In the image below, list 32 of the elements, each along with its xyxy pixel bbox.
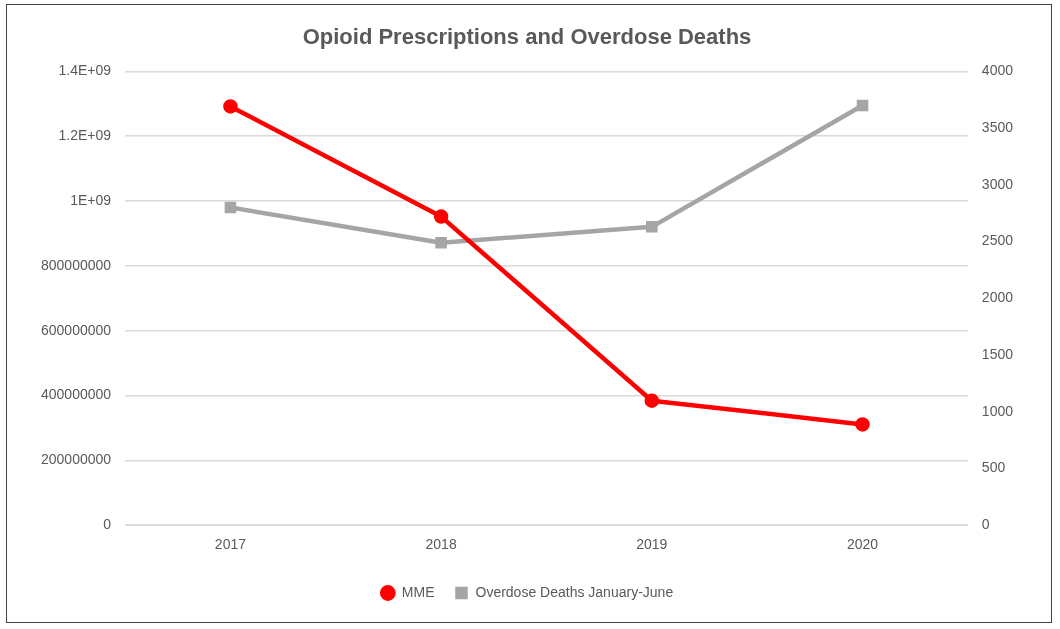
x-tick-label: 2018 xyxy=(425,536,457,553)
y-tick-label: 800000000 xyxy=(41,256,112,273)
y-tick-label: 1E+09 xyxy=(70,191,112,208)
chart-title: Opioid Prescriptions and Overdose Deaths xyxy=(302,24,752,50)
y2-tick-label: 500 xyxy=(981,459,1006,476)
point xyxy=(644,393,660,408)
y2-tick-label: 3500 xyxy=(981,118,1014,135)
y2-tick-label: 2500 xyxy=(981,232,1014,249)
y2-tick-label: 1500 xyxy=(981,345,1014,362)
y-tick-label: 1.2E+09 xyxy=(58,127,112,144)
point xyxy=(433,209,449,224)
x-tick-label: 2020 xyxy=(846,536,879,553)
y2-tick-label: 1000 xyxy=(981,402,1014,419)
y2-tick-label: 4000 xyxy=(981,62,1014,79)
y-tick-label: 200000000 xyxy=(41,451,112,468)
point xyxy=(435,236,447,249)
y-tick-label: 1.4E+09 xyxy=(58,62,112,79)
y-tick-label: 400000000 xyxy=(41,386,112,403)
legend-label: MME xyxy=(401,583,435,600)
y-tick-label: 600000000 xyxy=(41,321,112,338)
x-tick-label: 2019 xyxy=(636,536,668,553)
point xyxy=(223,99,238,114)
y-tick-label: 0 xyxy=(103,516,112,533)
legend-label: Overdose Deaths January-June xyxy=(475,583,674,600)
point xyxy=(855,417,870,432)
y2-tick-label: 3000 xyxy=(981,175,1014,192)
point xyxy=(646,221,658,233)
y2-tick-label: 0 xyxy=(981,516,990,533)
x-tick-label: 2017 xyxy=(214,536,247,553)
point xyxy=(856,99,869,112)
point xyxy=(224,201,237,214)
y2-tick-label: 2000 xyxy=(981,289,1014,306)
